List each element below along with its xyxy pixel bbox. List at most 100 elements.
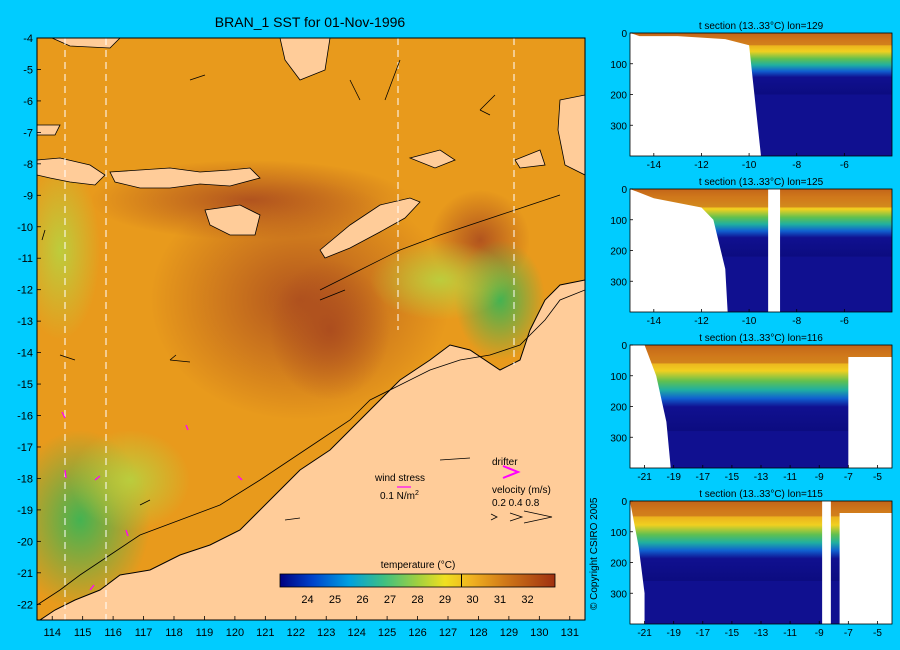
lon-tick-label: 119 <box>196 627 214 639</box>
section-y-tick-label: 100 <box>610 216 627 227</box>
lat-tick-label: -15 <box>17 379 33 391</box>
section-surface-layer <box>630 345 892 364</box>
map-frame <box>36 37 586 621</box>
velocity-arrow-icons <box>490 510 553 524</box>
section-x-tick-label: -17 <box>696 472 711 483</box>
section-x-tick-label: -6 <box>840 160 849 171</box>
island <box>557 94 585 176</box>
island-sumba <box>204 204 261 236</box>
wind-vectors <box>41 59 496 521</box>
warm-anomaly <box>270 260 390 400</box>
lat-tick-labels: -4 -5 -6 -7 -8 -9 -10 -11 -12 -13 -14 -15 -16 -17 -18 -… <box>17 33 41 611</box>
section-y-tick-label: 200 <box>610 559 627 570</box>
section-x-tick-label: -15 <box>725 628 740 639</box>
lon-tick-label: 122 <box>287 627 305 639</box>
section-east-land <box>839 513 892 624</box>
lat-tick-label: -20 <box>17 536 33 548</box>
wind-stress-value: 0.1 N/m2 <box>380 490 419 502</box>
colorbar-tick-label: 27 <box>384 594 396 606</box>
lat-tick-label: -8 <box>23 159 33 171</box>
colorbar <box>279 573 556 588</box>
section-y-tick-label: 100 <box>610 60 627 71</box>
lon-tick-label: 128 <box>469 627 487 639</box>
cool-anomaly <box>70 430 190 530</box>
section-x-tick-label: -10 <box>742 160 757 171</box>
lat-tick-label: -22 <box>17 599 33 611</box>
section-land-mask <box>630 33 761 156</box>
colorbar-tick-label: 28 <box>411 594 423 606</box>
section-title: t section (13..33°C) lon=129 <box>699 21 824 32</box>
drifter-arrow-icon <box>502 465 521 479</box>
section-x-tick-label: -7 <box>844 472 853 483</box>
section-x-tick-label: -13 <box>754 628 769 639</box>
section-panel-4: t section (13..33°C) lon=115 -21 -19 -17 -15… <box>610 489 893 639</box>
lon-tick-label: 123 <box>317 627 335 639</box>
section-y-tick-label: 200 <box>610 91 627 102</box>
colorbar-tick-label: 24 <box>301 594 313 606</box>
section-y-tick-label: 200 <box>610 247 627 258</box>
island <box>514 149 546 169</box>
lat-tick-label: -7 <box>23 127 33 139</box>
lon-tick-label: 117 <box>135 627 153 639</box>
section-y-tick-label: 300 <box>610 589 627 600</box>
lat-tick-label: -4 <box>23 33 33 45</box>
section-x-tick-label: -21 <box>637 472 652 483</box>
section-land-mask <box>630 345 671 468</box>
colorbar-tick-label: 31 <box>494 594 506 606</box>
section-panel-2: t section (13..33°C) lon=125 -14 -12 -10 -8 -… <box>610 177 893 327</box>
section-x-tick-label: -8 <box>792 316 801 327</box>
section-x-tick-label: -15 <box>725 472 740 483</box>
section-x-tick-label: -10 <box>742 316 757 327</box>
lat-tick-label: -18 <box>17 473 33 485</box>
lon-tick-labels: 114 115 116 117 118 119 120 121 122 123 124 125 126 1… <box>43 616 579 639</box>
lat-tick-label: -13 <box>17 316 33 328</box>
lon-tick-label: 127 <box>439 627 457 639</box>
section-title: t section (13..33°C) lon=116 <box>699 333 823 344</box>
section-x-tick-label: -19 <box>666 628 681 639</box>
section-y-tick-label: 100 <box>610 528 627 539</box>
lon-tick-label: 124 <box>347 627 365 639</box>
island <box>51 38 121 49</box>
drifter-label: drifter <box>492 457 518 468</box>
lat-tick-label: -17 <box>17 442 33 454</box>
sst-map <box>37 38 585 620</box>
colorbar-tick-label: 32 <box>521 594 533 606</box>
lon-tick-label: 118 <box>165 627 183 639</box>
section-x-tick-label: -5 <box>873 628 882 639</box>
lon-tick-label: 125 <box>378 627 396 639</box>
colorbar-tick-labels: 24 25 26 27 28 29 30 31 32 <box>301 594 533 606</box>
island-sumbawa-flores <box>109 167 261 189</box>
section-y-tick-label: 300 <box>610 277 627 288</box>
lon-tick-label: 115 <box>74 627 92 639</box>
section-y-tick-label: 0 <box>621 497 627 508</box>
section-x-tick-label: -12 <box>694 316 709 327</box>
island-lombok <box>37 157 106 186</box>
lat-tick-label: -5 <box>23 64 33 76</box>
drifter-tracks <box>61 411 243 591</box>
island-timor <box>319 197 421 259</box>
velocity-values: 0.2 0.4 0.8 <box>492 498 540 509</box>
colorbar-tick-label: 25 <box>329 594 341 606</box>
section-y-tick-label: 300 <box>610 121 627 132</box>
section-x-tick-label: -13 <box>754 472 769 483</box>
lon-tick-label: 114 <box>43 627 61 639</box>
colorbar-tick-label: 29 <box>439 594 451 606</box>
section-panel-3: t section (13..33°C) lon=116 -21 -19 -17 -15… <box>610 333 893 483</box>
section-x-tick-label: -8 <box>792 160 801 171</box>
section-y-tick-label: 0 <box>621 341 627 352</box>
section-y-tick-label: 0 <box>621 185 627 196</box>
section-title: t section (13..33°C) lon=115 <box>699 489 823 500</box>
section-x-tick-label: -11 <box>783 628 797 639</box>
lat-tick-label: -19 <box>17 505 33 517</box>
lon-tick-label: 129 <box>500 627 518 639</box>
wind-stress-label: wind stress <box>374 473 425 484</box>
section-x-tick-label: -11 <box>783 472 797 483</box>
section-y-tick-label: 200 <box>610 403 627 414</box>
colorbar-tick-label: 30 <box>466 594 478 606</box>
section-y-tick-label: 0 <box>621 29 627 40</box>
section-x-tick-label: -7 <box>844 628 853 639</box>
lat-tick-label: -12 <box>17 285 33 297</box>
isobath-line <box>319 194 561 291</box>
section-land-mask <box>630 501 645 624</box>
